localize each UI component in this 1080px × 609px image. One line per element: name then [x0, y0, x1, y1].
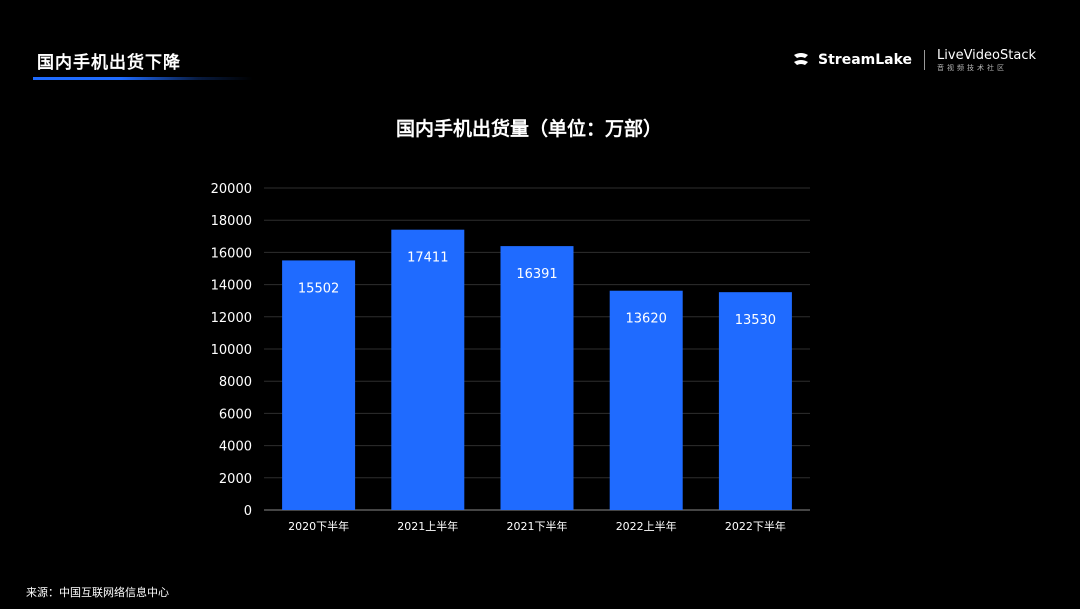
y-tick-label: 18000: [211, 214, 252, 229]
logo-separator: [924, 50, 926, 70]
logo-area: StreamLake LiveVideoStack 音视频技术社区: [792, 48, 1036, 72]
x-category-label: 2021上半年: [397, 519, 458, 533]
y-tick-labels: 0 2000 4000 6000 8000 10000 12000 14000 16000 180…: [211, 182, 252, 519]
livevideostack-logo-text: LiveVideoStack: [937, 47, 1036, 63]
chart-title: 国内手机出货量（单位：万部）: [396, 117, 662, 140]
bar: [391, 229, 465, 510]
bar-value-label: 16391: [516, 267, 557, 282]
streamlake-logo-icon: [794, 53, 809, 65]
y-tick-label: 12000: [211, 311, 252, 326]
y-tick-label: 14000: [211, 279, 252, 294]
x-category-label: 2022下半年: [725, 519, 786, 533]
y-tick-label: 6000: [219, 407, 252, 422]
y-tick-label: 2000: [219, 472, 252, 487]
bar: [500, 246, 574, 510]
x-category-label: 2021下半年: [507, 519, 568, 533]
x-category-label: 2020下半年: [288, 519, 349, 533]
bar-value-label: 13530: [735, 313, 776, 328]
bar: [282, 260, 356, 510]
bar: [718, 292, 792, 510]
bar-value-label: 13620: [626, 312, 667, 327]
category-labels: 2020下半年 2021上半年 2021下半年 2022上半年 2022下半年: [288, 519, 786, 533]
streamlake-logo-text: StreamLake: [818, 52, 913, 68]
bar-value-label: 17411: [407, 251, 448, 266]
bar-value-label: 15502: [298, 281, 339, 296]
y-tick-label: 0: [244, 504, 252, 519]
slide-title: 国内手机出货下降: [37, 53, 181, 73]
livevideostack-logo: LiveVideoStack 音视频技术社区: [937, 49, 1036, 72]
y-tick-label: 10000: [211, 343, 252, 358]
y-tick-label: 8000: [219, 375, 252, 390]
x-category-label: 2022上半年: [616, 519, 677, 533]
bar: [609, 290, 683, 510]
value-labels: 15502 17411 16391 13620 13530: [298, 251, 776, 328]
title-underline: [33, 77, 253, 80]
y-tick-label: 16000: [211, 246, 252, 261]
y-tick-label: 20000: [211, 182, 252, 197]
bars: [282, 229, 792, 510]
livevideostack-logo-subtitle: 音视频技术社区: [937, 63, 1008, 72]
y-tick-label: 4000: [219, 440, 252, 455]
source-note: 来源：中国互联网络信息中心: [26, 586, 169, 599]
